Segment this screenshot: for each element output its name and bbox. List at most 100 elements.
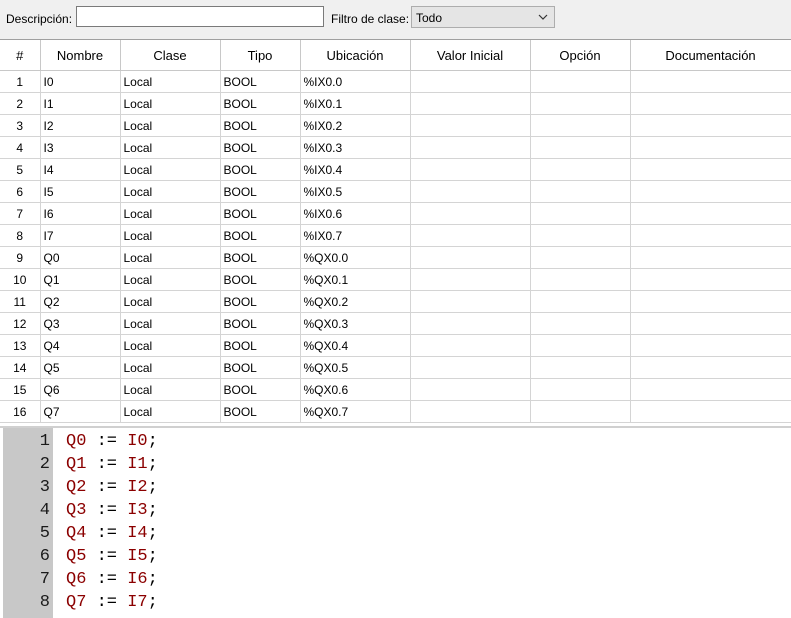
cell-documentation[interactable] [630,202,791,225]
cell-documentation[interactable] [630,290,791,313]
cell-location[interactable]: %IX0.3 [300,136,411,159]
cell-documentation[interactable] [630,92,791,115]
cell-option[interactable] [530,136,631,159]
cell-location[interactable]: %QX0.3 [300,312,411,335]
cell-location[interactable]: %IX0.7 [300,224,411,247]
table-row[interactable]: 9 Q0 Local BOOL %QX0.0 [0,246,791,269]
col-header-number[interactable]: # [0,40,41,71]
cell-documentation[interactable] [630,180,791,203]
cell-option[interactable] [530,290,631,313]
cell-class[interactable]: Local [120,136,221,159]
table-row[interactable]: 8 I7 Local BOOL %IX0.7 [0,224,791,247]
cell-option[interactable] [530,92,631,115]
cell-location[interactable]: %IX0.5 [300,180,411,203]
cell-name[interactable]: Q2 [40,290,121,313]
cell-number[interactable]: 5 [0,158,41,181]
cell-class[interactable]: Local [120,268,221,291]
cell-number[interactable]: 16 [0,400,41,423]
cell-class[interactable]: Local [120,224,221,247]
code-editor[interactable]: 1 Q0 := I0; 2 Q1 := I1; 3 Q2 := I2; 4 Q3 := I3;… [0,426,791,618]
cell-type[interactable]: BOOL [220,246,301,269]
cell-initial-value[interactable] [410,180,531,203]
col-header-class[interactable]: Clase [120,40,221,71]
cell-type[interactable]: BOOL [220,158,301,181]
cell-number[interactable]: 12 [0,312,41,335]
table-row[interactable]: 3 I2 Local BOOL %IX0.2 [0,114,791,137]
cell-initial-value[interactable] [410,92,531,115]
cell-name[interactable]: I0 [40,70,121,93]
cell-option[interactable] [530,312,631,335]
cell-number[interactable]: 14 [0,356,41,379]
cell-name[interactable]: Q1 [40,268,121,291]
cell-initial-value[interactable] [410,356,531,379]
cell-documentation[interactable] [630,246,791,269]
cell-name[interactable]: I7 [40,224,121,247]
col-header-type[interactable]: Tipo [220,40,301,71]
cell-documentation[interactable] [630,400,791,423]
cell-location[interactable]: %QX0.2 [300,290,411,313]
cell-initial-value[interactable] [410,136,531,159]
cell-option[interactable] [530,158,631,181]
cell-name[interactable]: I1 [40,92,121,115]
cell-location[interactable]: %QX0.6 [300,378,411,401]
cell-type[interactable]: BOOL [220,378,301,401]
table-row[interactable]: 2 I1 Local BOOL %IX0.1 [0,92,791,115]
table-row[interactable]: 5 I4 Local BOOL %IX0.4 [0,158,791,181]
cell-number[interactable]: 8 [0,224,41,247]
description-input[interactable] [76,6,324,27]
cell-documentation[interactable] [630,312,791,335]
cell-class[interactable]: Local [120,202,221,225]
table-row[interactable]: 1 I0 Local BOOL %IX0.0 [0,70,791,93]
cell-class[interactable]: Local [120,180,221,203]
cell-type[interactable]: BOOL [220,312,301,335]
cell-option[interactable] [530,246,631,269]
cell-option[interactable] [530,180,631,203]
table-row[interactable]: 14 Q5 Local BOOL %QX0.5 [0,356,791,379]
cell-option[interactable] [530,114,631,137]
cell-type[interactable]: BOOL [220,400,301,423]
cell-class[interactable]: Local [120,334,221,357]
table-row[interactable]: 7 I6 Local BOOL %IX0.6 [0,202,791,225]
cell-type[interactable]: BOOL [220,268,301,291]
cell-number[interactable]: 3 [0,114,41,137]
cell-name[interactable]: Q3 [40,312,121,335]
cell-class[interactable]: Local [120,92,221,115]
cell-initial-value[interactable] [410,70,531,93]
cell-class[interactable]: Local [120,356,221,379]
cell-name[interactable]: I4 [40,158,121,181]
cell-option[interactable] [530,378,631,401]
cell-name[interactable]: Q0 [40,246,121,269]
cell-location[interactable]: %QX0.1 [300,268,411,291]
table-row[interactable]: 6 I5 Local BOOL %IX0.5 [0,180,791,203]
cell-initial-value[interactable] [410,246,531,269]
cell-documentation[interactable] [630,70,791,93]
table-row[interactable]: 10 Q1 Local BOOL %QX0.1 [0,268,791,291]
cell-initial-value[interactable] [410,158,531,181]
class-filter-select[interactable]: Todo [411,6,555,28]
col-header-documentation[interactable]: Documentación [630,40,791,71]
cell-number[interactable]: 15 [0,378,41,401]
cell-name[interactable]: I3 [40,136,121,159]
cell-number[interactable]: 6 [0,180,41,203]
cell-location[interactable]: %QX0.0 [300,246,411,269]
cell-type[interactable]: BOOL [220,290,301,313]
col-header-name[interactable]: Nombre [40,40,121,71]
cell-initial-value[interactable] [410,290,531,313]
cell-location[interactable]: %QX0.7 [300,400,411,423]
cell-documentation[interactable] [630,268,791,291]
cell-name[interactable]: I5 [40,180,121,203]
cell-documentation[interactable] [630,158,791,181]
cell-class[interactable]: Local [120,114,221,137]
cell-type[interactable]: BOOL [220,180,301,203]
cell-location[interactable]: %QX0.5 [300,356,411,379]
cell-option[interactable] [530,224,631,247]
cell-name[interactable]: Q6 [40,378,121,401]
cell-number[interactable]: 4 [0,136,41,159]
cell-class[interactable]: Local [120,158,221,181]
cell-type[interactable]: BOOL [220,136,301,159]
cell-name[interactable]: I6 [40,202,121,225]
cell-location[interactable]: %IX0.6 [300,202,411,225]
cell-class[interactable]: Local [120,378,221,401]
col-header-option[interactable]: Opción [530,40,631,71]
cell-initial-value[interactable] [410,378,531,401]
